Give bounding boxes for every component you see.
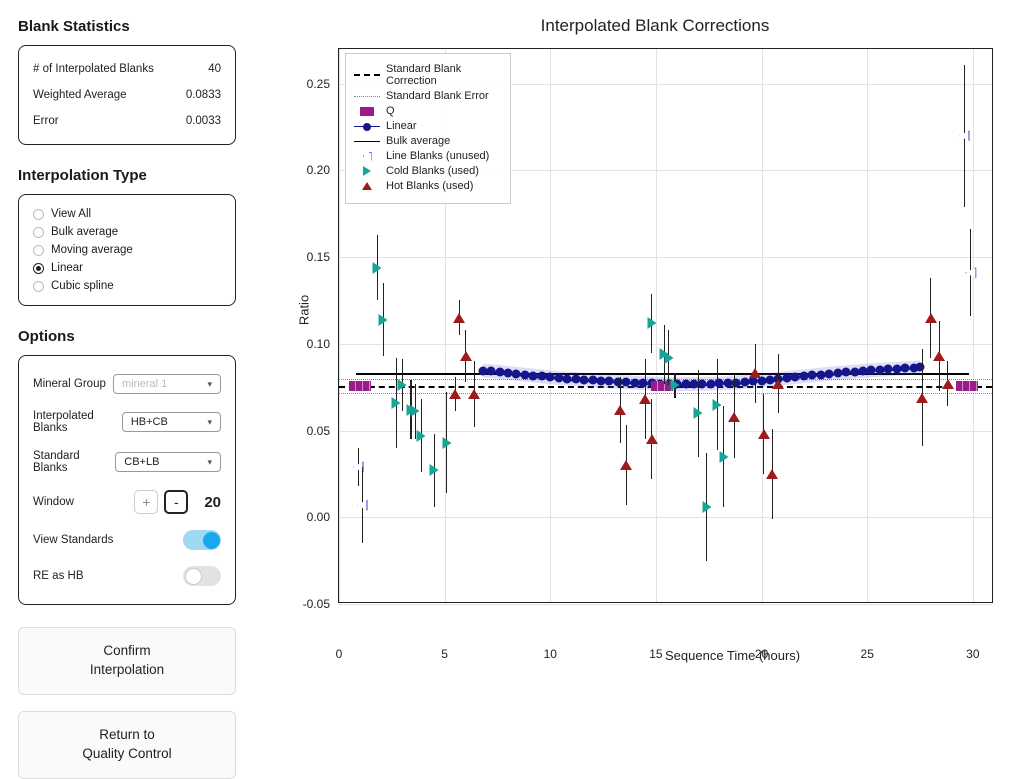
plot-area[interactable]: -0.05 0.00 0.05 0.10 0.15 0.20 0.25 0 5 10 15 20 25… (338, 48, 993, 603)
chevron-down-icon: ▾ (207, 417, 212, 428)
view-standards-row: View Standards (33, 522, 221, 558)
radio-moving-average[interactable]: Moving average (33, 241, 221, 259)
stat-row-2: Error 0.0033 (33, 108, 221, 134)
radio-cubic-spline[interactable]: Cubic spline (33, 277, 221, 295)
chart-title: Interpolated Blank Corrections (300, 16, 1010, 36)
y-axis-label: Ratio (297, 295, 312, 325)
chart-container: Interpolated Blank Corrections -0.05 0.00… (300, 10, 1010, 670)
radio-view-all[interactable]: View All (33, 205, 221, 223)
blank-statistics-title: Blank Statistics (18, 18, 236, 35)
mineral-group-select[interactable]: mineral 1 ▾ (113, 374, 221, 394)
stat-row-0: # of Interpolated Blanks 40 (33, 56, 221, 82)
window-decrement-button[interactable]: - (164, 490, 188, 514)
standard-blanks-select[interactable]: CB+LB ▾ (115, 452, 221, 472)
x-axis-label: Sequence Time (hours) (665, 648, 800, 663)
return-to-quality-control-button[interactable]: Return to Quality Control (18, 711, 236, 779)
interpolation-type-box: View All Bulk average Moving average Lin… (18, 194, 236, 306)
interpolation-type-title: Interpolation Type (18, 167, 236, 184)
window-controls: + - 20 (134, 490, 221, 514)
sidebar-panel: Blank Statistics # of Interpolated Blank… (18, 18, 236, 663)
options-title: Options (18, 328, 236, 345)
view-standards-toggle[interactable] (183, 530, 221, 550)
interpolated-blanks-row: Interpolated Blanks HB+CB ▾ (33, 402, 221, 442)
mineral-group-row: Mineral Group mineral 1 ▾ (33, 366, 221, 402)
radio-bulk-average[interactable]: Bulk average (33, 223, 221, 241)
re-as-hb-toggle[interactable] (183, 566, 221, 586)
window-increment-button[interactable]: + (134, 490, 158, 514)
re-as-hb-row: RE as HB (33, 558, 221, 594)
chevron-down-icon: ▾ (207, 457, 212, 468)
blank-statistics-box: # of Interpolated Blanks 40 Weighted Ave… (18, 45, 236, 145)
chart-legend: Standard Blank Correction Standard Blank … (345, 53, 511, 204)
options-box: Mineral Group mineral 1 ▾ Interpolated B… (18, 355, 236, 605)
interpolated-blanks-select[interactable]: HB+CB ▾ (122, 412, 221, 432)
confirm-interpolation-button[interactable]: Confirm Interpolation (18, 627, 236, 695)
radio-linear[interactable]: Linear (33, 259, 221, 277)
window-row: Window + - 20 (33, 482, 221, 522)
chevron-down-icon: ▾ (207, 379, 212, 390)
stat-row-1: Weighted Average 0.0833 (33, 82, 221, 108)
window-value: 20 (204, 494, 221, 511)
standard-blank-error-lower-line (339, 393, 992, 394)
standard-blanks-row: Standard Blanks CB+LB ▾ (33, 442, 221, 482)
